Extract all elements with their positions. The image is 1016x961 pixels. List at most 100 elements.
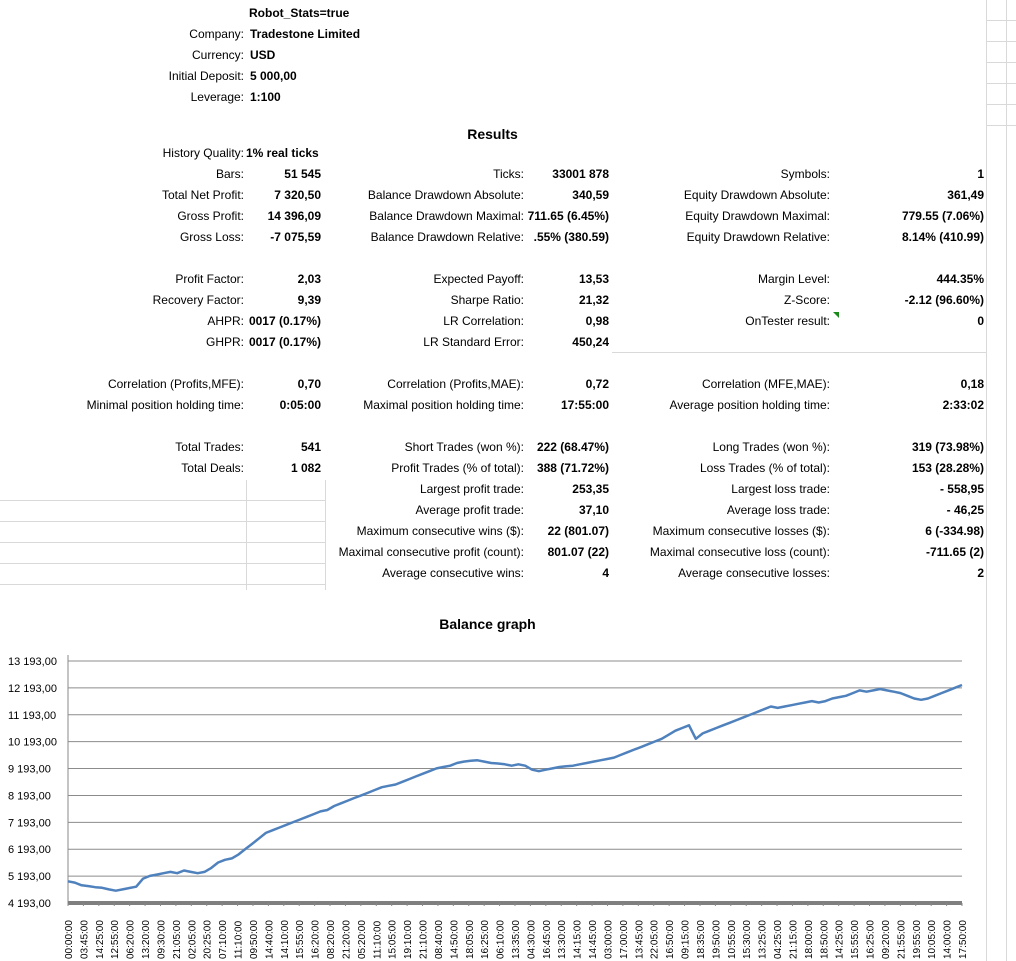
y-tick-label: 11 193,00 — [8, 710, 56, 722]
x-tick-label: 19:10:00 — [403, 920, 414, 959]
col2-label: Profit Trades (% of total): — [391, 461, 524, 475]
col2-label: Balance Drawdown Absolute: — [367, 188, 524, 202]
col3-value: - 46,25 — [946, 503, 984, 517]
col3-value: 0 — [977, 314, 984, 328]
col3-label: Z-Score: — [783, 293, 830, 307]
history-quality-value: 1% real ticks — [246, 146, 319, 160]
col2-value: 0,72 — [585, 377, 609, 391]
x-tick-label: 15:55:00 — [295, 920, 306, 959]
col2-label: Short Trades (won %): — [404, 440, 524, 454]
currency-value: USD — [250, 48, 276, 62]
col3-label: Equity Drawdown Maximal: — [685, 209, 830, 223]
col1-label: Total Net Profit: — [161, 188, 244, 202]
x-tick-label: 14:50:00 — [449, 920, 460, 959]
col2-value: 21,32 — [578, 293, 609, 307]
col2-label: Largest profit trade: — [419, 482, 524, 496]
x-tick-label: 05:20:00 — [357, 920, 368, 959]
x-tick-label: 19:55:00 — [912, 920, 923, 959]
x-tick-label: 16:20:00 — [311, 920, 322, 959]
x-tick-label: 21:15:00 — [788, 920, 799, 959]
chart-title: Balance graph — [439, 616, 536, 632]
col2-value: 13,53 — [578, 272, 609, 286]
col1-value: 0,70 — [297, 377, 321, 391]
x-tick-label: 11:10:00 — [234, 920, 245, 959]
y-tick-label: 12 193,00 — [8, 683, 57, 695]
balance-series-line — [67, 683, 963, 892]
col3-label: Largest loss trade: — [731, 482, 830, 496]
col1-label: Profit Factor: — [175, 272, 244, 286]
col3-value: 6 (-334.98) — [925, 524, 984, 538]
col3-value: 779.55 (7.06%) — [901, 209, 984, 223]
col3-value: 444.35% — [936, 272, 984, 286]
col3-value: -2.12 (96.60%) — [904, 293, 984, 307]
col2-label: Balance Drawdown Maximal: — [369, 209, 524, 223]
leverage-label: Leverage: — [190, 90, 244, 104]
col3-label: Margin Level: — [757, 272, 830, 286]
col2-label: LR Correlation: — [443, 314, 524, 328]
col2-value: 253,35 — [572, 482, 609, 496]
y-tick-label: 10 193,00 — [8, 737, 57, 749]
col3-label: Average loss trade: — [726, 503, 830, 517]
y-tick-label: 13 193,00 — [8, 656, 57, 668]
x-tick-label: 09:50:00 — [249, 920, 260, 959]
col2-label: Average profit trade: — [415, 503, 524, 517]
x-tick-label: 13:20:00 — [141, 920, 152, 959]
col1-value: 7 320,50 — [274, 188, 321, 202]
y-tick-label: 9 193,00 — [8, 764, 51, 776]
col3-label: OnTester result: — [745, 314, 830, 328]
x-tick-label: 12:55:00 — [110, 920, 121, 959]
col2-label: Balance Drawdown Relative: — [370, 230, 524, 244]
x-tick-label: 17:00:00 — [619, 920, 630, 959]
x-tick-label: 14:25:00 — [95, 920, 106, 959]
col2-value: 801.07 (22) — [547, 545, 609, 559]
x-tick-label: 08:40:00 — [434, 920, 445, 959]
col1-label: Gross Loss: — [179, 230, 244, 244]
x-tick-label: 14:40:00 — [264, 920, 275, 959]
x-tick-label: 18:50:00 — [819, 920, 830, 959]
x-tick-label: 09:20:00 — [881, 920, 892, 959]
col3-label: Maximal consecutive loss (count): — [649, 545, 830, 559]
x-tick-label: 13:35:00 — [511, 920, 522, 959]
x-tick-label: 10:05:00 — [927, 920, 938, 959]
currency-label: Currency: — [191, 48, 244, 62]
col1-label: Total Deals: — [181, 461, 244, 475]
x-tick-label: 00:00:00 — [64, 920, 75, 959]
col2-label: Maximum consecutive wins ($): — [356, 524, 524, 538]
col2-value: 17:55:00 — [560, 398, 609, 412]
col1-label: Minimal position holding time: — [86, 398, 244, 412]
y-tick-label: 4 193,00 — [8, 898, 51, 910]
results-title: Results — [467, 126, 518, 142]
leverage-value: 1:100 — [250, 90, 281, 104]
col1-value: 14 396,09 — [267, 209, 321, 223]
col1-label: Bars: — [215, 167, 244, 181]
x-tick-label: 15:05:00 — [388, 920, 399, 959]
col2-value: 22 (801.07) — [547, 524, 609, 538]
col2-value: 33001 878 — [552, 167, 609, 181]
y-tick-label: 6 193,00 — [8, 844, 51, 856]
col3-label: Equity Drawdown Relative: — [686, 230, 830, 244]
x-tick-label: 10:55:00 — [727, 920, 738, 959]
robot-stats-text: Robot_Stats=true — [249, 6, 350, 20]
col2-label: Ticks: — [493, 167, 524, 181]
x-tick-label: 21:20:00 — [341, 920, 352, 959]
col1-label: Gross Profit: — [177, 209, 244, 223]
col1-label: Recovery Factor: — [152, 293, 244, 307]
x-tick-label: 16:50:00 — [665, 920, 676, 959]
x-tick-label: 04:25:00 — [773, 920, 784, 959]
col2-value: 388 (71.72%) — [536, 461, 609, 475]
col1-value: 0017 (0.17%) — [248, 314, 321, 328]
x-tick-label: 02:05:00 — [187, 920, 198, 959]
comment-indicator-icon — [833, 312, 839, 318]
x-tick-label: 06:10:00 — [496, 920, 507, 959]
col2-value: 0,98 — [585, 314, 609, 328]
col1-value: 51 545 — [284, 167, 321, 181]
x-tick-label: 11:10:00 — [372, 920, 383, 959]
col3-label: Average consecutive losses: — [678, 566, 830, 580]
x-tick-label: 16:25:00 — [866, 920, 877, 959]
x-tick-label: 16:25:00 — [480, 920, 491, 959]
col3-label: Symbols: — [780, 167, 830, 181]
x-tick-label: 14:25:00 — [835, 920, 846, 959]
col3-value: 361,49 — [947, 188, 984, 202]
col3-label: Correlation (MFE,MAE): — [701, 377, 830, 391]
x-tick-label: 15:30:00 — [742, 920, 753, 959]
